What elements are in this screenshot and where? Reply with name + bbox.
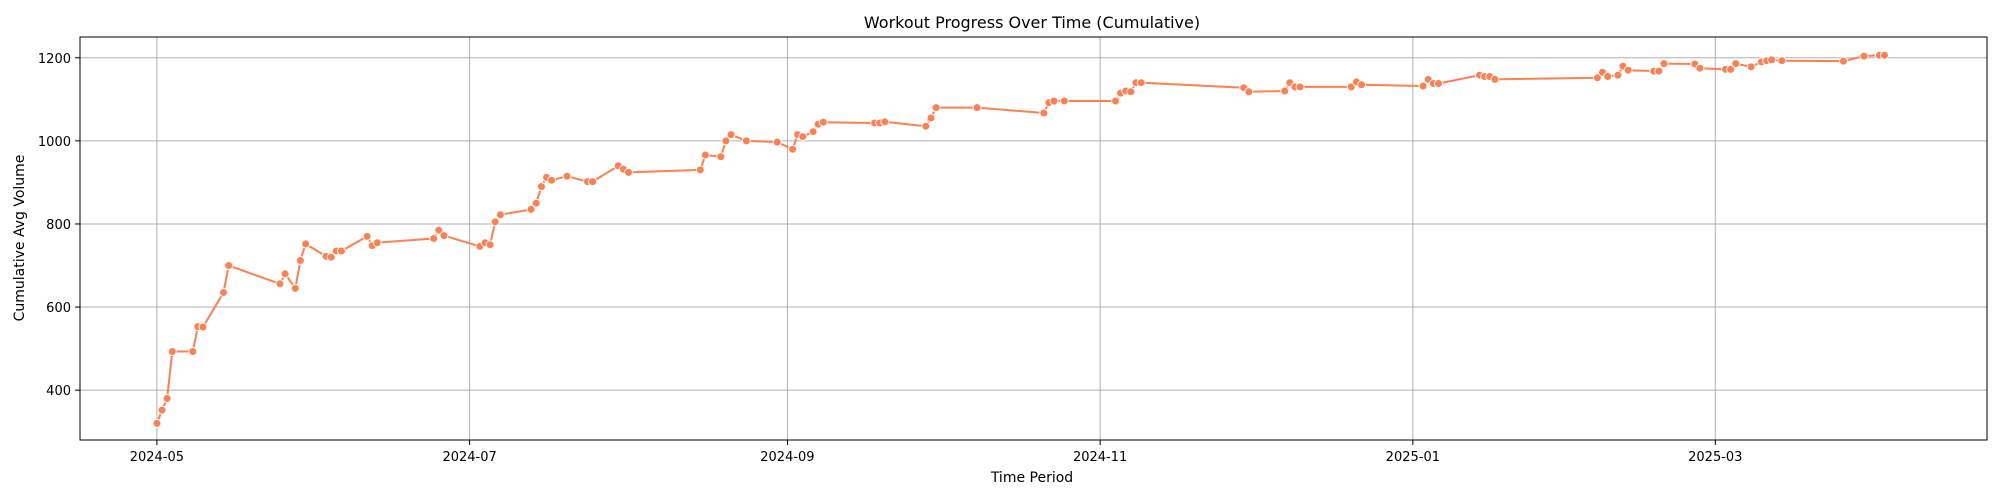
data-point: [721, 136, 731, 146]
series-line: [155, 54, 1885, 424]
data-point: [700, 150, 710, 160]
data-point: [1839, 56, 1848, 66]
data-point: [198, 322, 208, 332]
data-point: [921, 121, 931, 131]
series-layer: [152, 50, 1889, 428]
data-point: [1746, 62, 1756, 72]
data-point: [1357, 80, 1367, 90]
data-point: [726, 130, 736, 140]
data-point: [547, 175, 557, 185]
y-tick-label: 1000: [38, 135, 71, 150]
data-point: [741, 136, 751, 146]
data-point: [562, 171, 572, 181]
data-point: [1695, 63, 1705, 73]
data-point: [362, 231, 372, 241]
data-point: [1039, 108, 1049, 118]
data-point: [162, 394, 172, 403]
data-point: [1726, 64, 1736, 74]
data-point: [1136, 78, 1146, 88]
data-point: [167, 347, 177, 356]
data-point: [1490, 74, 1500, 84]
x-axis-label: Time Period: [990, 470, 1073, 486]
data-point: [336, 246, 346, 256]
y-axis: 400 600 800 1000 1200: [38, 52, 80, 399]
grid: [80, 37, 1987, 440]
data-point: [157, 405, 167, 415]
data-point: [490, 217, 500, 227]
data-point: [880, 117, 890, 127]
x-axis: 2024-05 2024-07 2024-09 2024-11 2025-01 2025-…: [130, 440, 1742, 465]
x-tick-label: 2024-11: [1073, 450, 1127, 465]
data-point: [1777, 56, 1787, 66]
data-point: [495, 210, 505, 220]
data-point: [439, 231, 449, 241]
plot-frame: [79, 36, 1988, 441]
data-point: [219, 288, 228, 297]
data-point: [536, 182, 546, 192]
data-point: [772, 137, 782, 147]
data-point: [188, 347, 198, 356]
data-point: [485, 240, 495, 250]
data-point: [808, 127, 818, 137]
data-point: [326, 252, 336, 262]
data-point: [1434, 79, 1443, 88]
data-point: [1654, 66, 1664, 76]
data-point: [152, 418, 162, 428]
data-point: [931, 103, 941, 113]
data-point: [1659, 59, 1669, 69]
data-point: [695, 165, 705, 175]
data-point: [1049, 96, 1059, 106]
y-tick-label: 400: [46, 384, 71, 399]
data-point: [818, 117, 828, 127]
data-point: [1244, 87, 1254, 97]
data-point: [372, 238, 382, 248]
data-point: [290, 283, 300, 293]
y-tick-label: 800: [46, 218, 71, 233]
data-point: [1059, 96, 1069, 106]
data-point: [1603, 72, 1613, 81]
data-point: [1613, 70, 1623, 80]
data-point: [1880, 50, 1889, 60]
data-point: [1731, 59, 1741, 69]
y-tick-label: 600: [46, 301, 71, 316]
data-point: [588, 177, 598, 187]
data-point: [1295, 82, 1305, 92]
data-point: [429, 234, 439, 243]
data-point: [275, 279, 285, 289]
data-point: [798, 132, 808, 142]
data-point: [280, 269, 290, 279]
data-point: [1623, 65, 1633, 75]
y-tick-label: 1200: [38, 52, 71, 67]
data-point: [526, 204, 536, 214]
data-point: [788, 144, 798, 154]
data-point: [295, 256, 305, 265]
data-point: [972, 103, 982, 113]
data-point: [1767, 55, 1777, 65]
x-tick-label: 2025-03: [1688, 450, 1742, 465]
data-point: [1859, 51, 1869, 61]
data-point: [301, 239, 311, 249]
x-tick-label: 2024-09: [760, 450, 814, 465]
x-tick-label: 2024-07: [442, 450, 496, 465]
data-point: [531, 198, 541, 208]
data-point: [1592, 73, 1602, 83]
data-point: [716, 152, 726, 162]
data-point: [1280, 86, 1290, 96]
x-tick-label: 2024-05: [130, 450, 184, 465]
data-point: [926, 113, 936, 123]
data-point: [1418, 81, 1428, 91]
x-tick-label: 2025-01: [1386, 450, 1440, 465]
y-axis-label: Cumulative Avg Volume: [12, 155, 28, 322]
data-point: [624, 167, 633, 177]
data-point: [224, 261, 234, 270]
data-point: [434, 225, 444, 235]
data-point: [1111, 96, 1120, 106]
data-point: [1126, 87, 1136, 97]
chart-title: Workout Progress Over Time (Cumulative): [864, 13, 1200, 32]
